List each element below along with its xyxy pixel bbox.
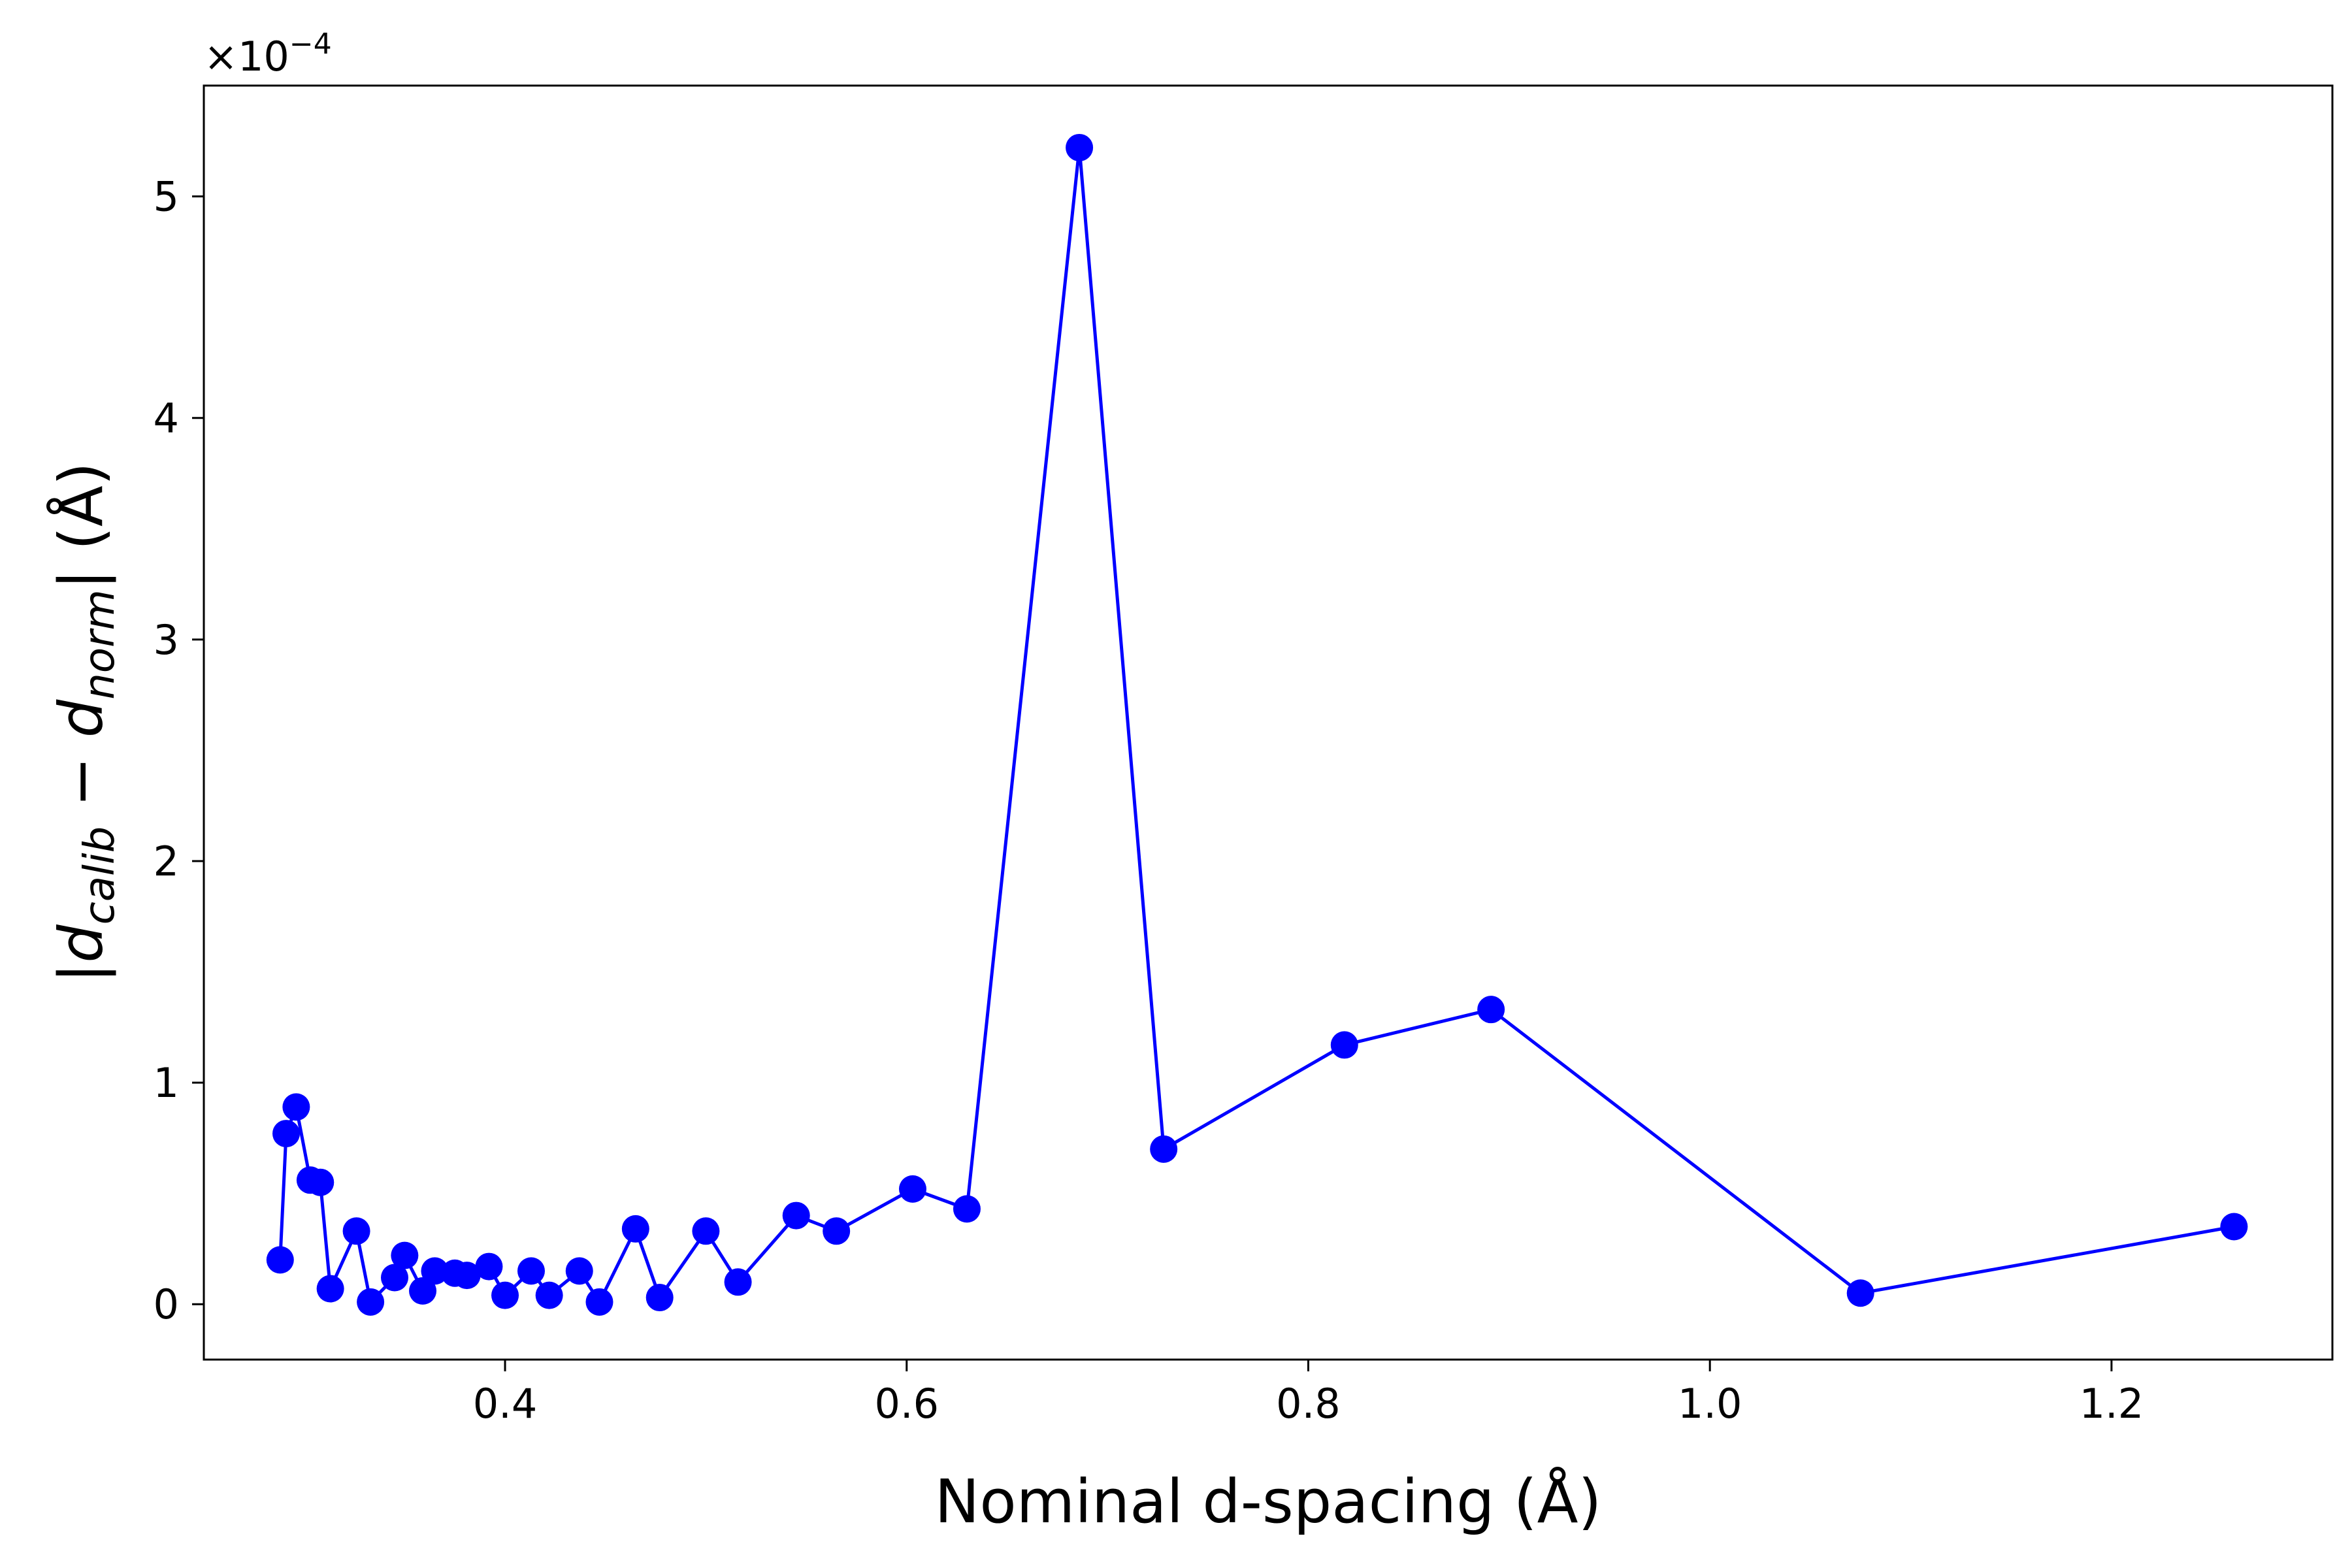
data-point: [391, 1241, 419, 1269]
data-point: [1150, 1135, 1178, 1163]
x-tick-label: 0.6: [874, 1380, 939, 1428]
y-offset-label: ×10−4: [204, 27, 332, 80]
y-axis-title: |dcalib − dnorm| (Å): [46, 462, 124, 983]
data-point: [409, 1277, 437, 1305]
data-point: [342, 1217, 370, 1245]
data-point: [535, 1281, 563, 1309]
y-axis: 0 1 2 3 4 5: [154, 173, 204, 1328]
data-point: [266, 1246, 294, 1274]
x-tick-label: 0.4: [473, 1380, 538, 1428]
data-point: [1066, 133, 1094, 161]
series-line: [278, 146, 2234, 1304]
x-tick-label: 0.8: [1276, 1380, 1341, 1428]
data-point: [692, 1217, 720, 1245]
x-axis: 0.4 0.6 0.8 1.0 1.2: [473, 1360, 2144, 1428]
y-tick-label: 5: [154, 173, 179, 221]
y-tick-label: 2: [154, 838, 179, 885]
data-point: [421, 1257, 449, 1285]
data-point: [2220, 1213, 2248, 1241]
data-point: [491, 1281, 519, 1309]
data-point: [475, 1252, 503, 1281]
data-point: [282, 1093, 310, 1121]
y-tick-label: 1: [154, 1059, 179, 1107]
y-tick-label: 0: [154, 1281, 179, 1328]
x-axis-title: Nominal d-spacing (Å): [935, 1466, 1602, 1537]
data-point: [1846, 1279, 1874, 1307]
data-point: [1330, 1031, 1358, 1059]
data-point: [782, 1201, 810, 1230]
data-point: [306, 1168, 335, 1196]
data-point: [316, 1275, 344, 1303]
data-point: [517, 1257, 545, 1285]
data-point: [1477, 996, 1505, 1024]
data-point: [565, 1257, 593, 1285]
data-point: [823, 1217, 851, 1245]
data-point: [898, 1175, 926, 1203]
data-point: [724, 1268, 752, 1296]
data-point: [645, 1284, 674, 1312]
axes-frame: [203, 84, 2334, 1361]
data-point: [272, 1120, 301, 1148]
x-tick-label: 1.2: [2080, 1380, 2144, 1428]
data-point: [621, 1215, 649, 1243]
series-layer: [266, 133, 2248, 1316]
data-point: [380, 1264, 408, 1292]
plot-area: [203, 84, 2334, 1361]
data-point: [585, 1288, 613, 1316]
data-point: [357, 1288, 385, 1316]
y-tick-label: 4: [154, 395, 179, 442]
y-tick-label: 3: [154, 616, 179, 664]
data-point: [953, 1195, 981, 1223]
data-point: [453, 1262, 481, 1290]
x-tick-label: 1.0: [1678, 1380, 1742, 1428]
